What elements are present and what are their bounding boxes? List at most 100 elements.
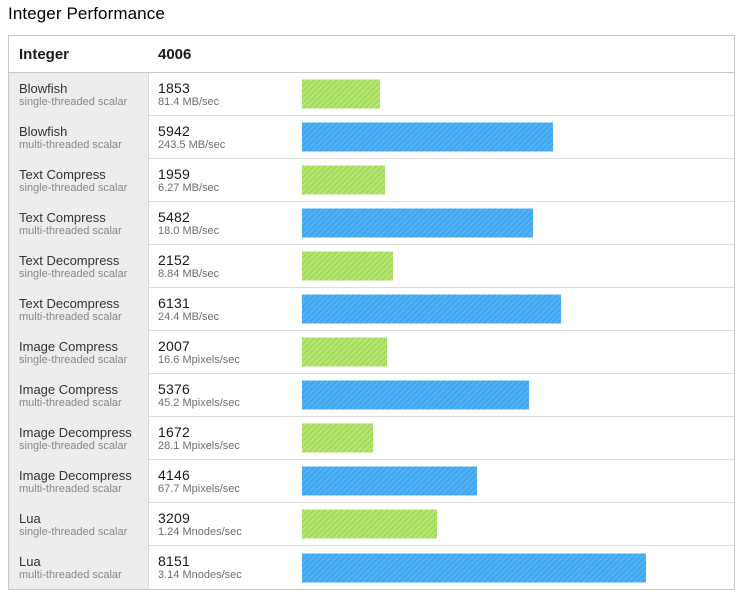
benchmark-row: Blowfish multi-threaded scalar 5942 243.… — [9, 116, 734, 159]
test-name: Image Decompress — [19, 424, 132, 440]
test-name: Text Decompress — [19, 295, 120, 311]
test-variant: multi-threaded scalar — [19, 224, 122, 237]
score-rate: 1.24 Mnodes/sec — [158, 525, 242, 538]
score-value: 2152 — [158, 251, 190, 268]
test-variant: multi-threaded scalar — [19, 482, 122, 495]
benchmark-row: Text Decompress single-threaded scalar 2… — [9, 245, 734, 288]
score-value: 6131 — [158, 294, 190, 311]
test-value-cell: 4146 67.7 Mpixels/sec — [149, 460, 734, 503]
score-value: 2007 — [158, 337, 190, 354]
score-rate: 67.7 Mpixels/sec — [158, 482, 240, 495]
test-value-cell: 3209 1.24 Mnodes/sec — [149, 503, 734, 546]
test-value-cell: 6131 24.4 MB/sec — [149, 288, 734, 331]
test-label-cell: Blowfish single-threaded scalar — [9, 73, 149, 116]
score-bar — [302, 337, 387, 367]
benchmark-row: Image Compress multi-threaded scalar 537… — [9, 374, 734, 417]
test-value-cell: 5376 45.2 Mpixels/sec — [149, 374, 734, 417]
test-name: Text Compress — [19, 209, 106, 225]
score-bar — [302, 294, 561, 324]
score-rate: 8.84 MB/sec — [158, 267, 220, 280]
benchmark-row: Text Decompress multi-threaded scalar 61… — [9, 288, 734, 331]
score-bar — [302, 208, 533, 238]
test-name: Lua — [19, 510, 41, 526]
score-value: 8151 — [158, 553, 190, 569]
table-body: Blowfish single-threaded scalar 1853 81.… — [9, 73, 734, 589]
score-rate: 24.4 MB/sec — [158, 310, 220, 323]
score-bar — [302, 251, 393, 281]
score-value: 5376 — [158, 380, 190, 397]
test-variant: single-threaded scalar — [19, 439, 128, 452]
score-bar — [302, 122, 553, 152]
test-label-cell: Image Decompress multi-threaded scalar — [9, 460, 149, 503]
benchmark-row: Image Decompress single-threaded scalar … — [9, 417, 734, 460]
score-bar — [302, 553, 646, 582]
score-value: 1853 — [158, 79, 190, 96]
test-value-cell: 5942 243.5 MB/sec — [149, 116, 734, 159]
score-bar — [302, 466, 477, 496]
test-name: Image Compress — [19, 381, 118, 397]
benchmark-row: Image Decompress multi-threaded scalar 4… — [9, 460, 734, 503]
test-variant: multi-threaded scalar — [19, 138, 122, 151]
test-name: Blowfish — [19, 80, 68, 96]
test-variant: multi-threaded scalar — [19, 396, 122, 409]
score-bar — [302, 423, 373, 453]
page-title: Integer Performance — [8, 4, 165, 23]
test-value-cell: 1853 81.4 MB/sec — [149, 73, 734, 116]
score-bar — [302, 380, 529, 410]
score-rate: 6.27 MB/sec — [158, 181, 220, 194]
test-variant: single-threaded scalar — [19, 267, 128, 280]
score-value: 1959 — [158, 165, 190, 182]
test-label-cell: Image Compress multi-threaded scalar — [9, 374, 149, 417]
score-value: 5942 — [158, 122, 190, 139]
test-value-cell: 2152 8.84 MB/sec — [149, 245, 734, 288]
score-rate: 18.0 MB/sec — [158, 224, 220, 237]
benchmark-table: Integer 4006 Blowfish single-threaded sc… — [8, 35, 735, 590]
test-name: Text Decompress — [19, 252, 120, 268]
benchmark-row: Text Compress multi-threaded scalar 5482… — [9, 202, 734, 245]
header-section-name: Integer — [19, 45, 70, 63]
test-value-cell: 1959 6.27 MB/sec — [149, 159, 734, 202]
test-name: Lua — [19, 553, 41, 569]
score-rate: 3.14 Mnodes/sec — [158, 569, 242, 581]
test-label-cell: Image Decompress single-threaded scalar — [9, 417, 149, 460]
test-value-cell: 1672 28.1 Mpixels/sec — [149, 417, 734, 460]
test-variant: single-threaded scalar — [19, 95, 128, 108]
test-label-cell: Text Compress single-threaded scalar — [9, 159, 149, 202]
test-value-cell: 5482 18.0 MB/sec — [149, 202, 734, 245]
test-name: Image Decompress — [19, 467, 132, 483]
test-variant: single-threaded scalar — [19, 525, 128, 538]
test-value-cell: 2007 16.6 Mpixels/sec — [149, 331, 734, 374]
score-value: 5482 — [158, 208, 190, 225]
score-rate: 45.2 Mpixels/sec — [158, 396, 240, 409]
test-variant: multi-threaded scalar — [19, 310, 122, 323]
benchmark-row: Image Compress single-threaded scalar 20… — [9, 331, 734, 374]
test-label-cell: Text Compress multi-threaded scalar — [9, 202, 149, 245]
benchmark-row: Lua single-threaded scalar 3209 1.24 Mno… — [9, 503, 734, 546]
score-rate: 16.6 Mpixels/sec — [158, 353, 240, 366]
table-header-row: Integer 4006 — [9, 36, 734, 73]
test-name: Image Compress — [19, 338, 118, 354]
benchmark-row: Lua multi-threaded scalar 8151 3.14 Mnod… — [9, 546, 734, 589]
score-bar — [302, 165, 385, 195]
score-bar — [302, 79, 380, 109]
benchmark-row: Text Compress single-threaded scalar 195… — [9, 159, 734, 202]
score-value: 4146 — [158, 466, 190, 483]
test-name: Blowfish — [19, 123, 68, 139]
test-value-cell: 8151 3.14 Mnodes/sec — [149, 546, 734, 589]
test-variant: single-threaded scalar — [19, 181, 128, 194]
score-rate: 243.5 MB/sec — [158, 138, 226, 151]
header-section-score: 4006 — [158, 45, 192, 63]
test-label-cell: Lua single-threaded scalar — [9, 503, 149, 546]
test-label-cell: Text Decompress multi-threaded scalar — [9, 288, 149, 331]
test-name: Text Compress — [19, 166, 106, 182]
test-label-cell: Lua multi-threaded scalar — [9, 546, 149, 589]
benchmark-row: Blowfish single-threaded scalar 1853 81.… — [9, 73, 734, 116]
test-variant: multi-threaded scalar — [19, 568, 122, 581]
test-label-cell: Image Compress single-threaded scalar — [9, 331, 149, 374]
score-value: 3209 — [158, 509, 190, 526]
score-rate: 28.1 Mpixels/sec — [158, 439, 240, 452]
test-label-cell: Blowfish multi-threaded scalar — [9, 116, 149, 159]
test-variant: single-threaded scalar — [19, 353, 128, 366]
score-value: 1672 — [158, 423, 190, 440]
score-rate: 81.4 MB/sec — [158, 95, 220, 108]
